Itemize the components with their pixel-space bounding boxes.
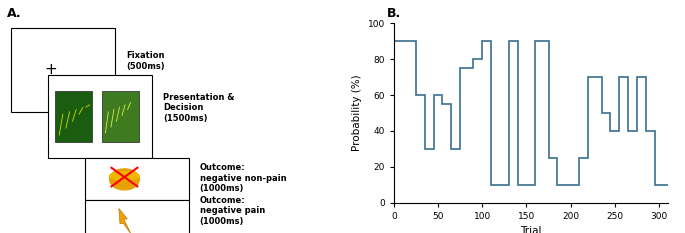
Text: +: + — [44, 62, 57, 77]
Y-axis label: Probability (%): Probability (%) — [352, 75, 362, 151]
Ellipse shape — [110, 172, 139, 180]
Text: A.: A. — [8, 7, 22, 20]
Bar — [101, 91, 138, 142]
Text: B.: B. — [387, 7, 401, 20]
Text: Presentation &
Decision
(1500ms): Presentation & Decision (1500ms) — [163, 93, 234, 123]
Bar — [55, 91, 92, 142]
X-axis label: Trial: Trial — [520, 226, 542, 233]
Text: Fixation
(500ms): Fixation (500ms) — [126, 51, 164, 71]
Bar — [11, 28, 114, 112]
Polygon shape — [119, 209, 131, 233]
Text: Outcome:
negative pain
(1000ms): Outcome: negative pain (1000ms) — [200, 196, 265, 226]
Ellipse shape — [110, 169, 139, 190]
Bar — [85, 200, 188, 233]
Bar — [85, 158, 188, 200]
Bar — [48, 75, 151, 158]
Text: Outcome:
negative non-pain
(1000ms): Outcome: negative non-pain (1000ms) — [200, 164, 286, 193]
